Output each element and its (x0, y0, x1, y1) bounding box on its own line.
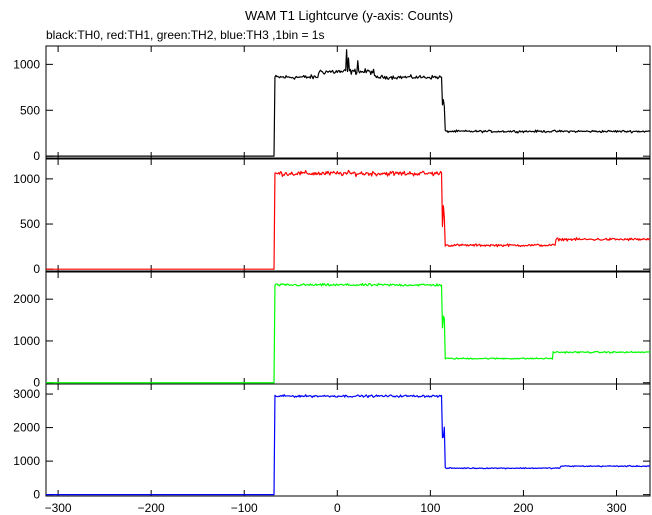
x-tick-label: −300 (45, 501, 72, 515)
y-tick-label: 0 (33, 376, 40, 390)
series-line-3 (46, 394, 651, 496)
chart-title: WAM T1 Lightcurve (y-axis: Counts) (245, 8, 453, 23)
x-tick-label: −100 (231, 501, 258, 515)
y-tick-label: 1000 (13, 334, 40, 348)
series-line-2 (46, 282, 651, 384)
panel-frame (45, 158, 651, 272)
y-tick-label: 0 (33, 488, 40, 502)
y-tick-label: 0 (33, 149, 40, 163)
y-tick-label: 3000 (13, 387, 40, 401)
x-tick-label: 200 (513, 501, 533, 515)
panel-frame (45, 383, 651, 497)
panel-1: 0 500 1000 (13, 158, 651, 276)
x-tick-label: 0 (334, 501, 341, 515)
panel-frame (45, 45, 651, 159)
panel-frame (45, 271, 651, 385)
y-tick-label: 2000 (13, 421, 40, 435)
panels-group: 0 500 1000 0 500 1000 0 1000 2000 0 1000 2000 3000 (13, 45, 651, 502)
y-tick-label: 500 (20, 217, 40, 231)
y-tick-label: 500 (20, 103, 40, 117)
panel-0: 0 500 1000 (13, 45, 651, 163)
x-tick-label: 300 (606, 501, 626, 515)
x-tick-label: −200 (138, 501, 165, 515)
y-tick-label: 2000 (13, 292, 40, 306)
y-tick-label: 1000 (13, 454, 40, 468)
panel-2: 0 1000 2000 (13, 271, 651, 390)
chart-subtitle: black:TH0, red:TH1, green:TH2, blue:TH3 … (46, 28, 324, 42)
x-tick-label: 100 (420, 501, 440, 515)
y-tick-label: 1000 (13, 57, 40, 71)
series-line-1 (46, 169, 651, 270)
x-axis-labels: −300 −200 −100 0 100 200 300 (45, 501, 627, 515)
y-tick-label: 0 (33, 262, 40, 276)
y-tick-label: 1000 (13, 172, 40, 186)
series-line-0 (46, 49, 651, 157)
panel-3: 0 1000 2000 3000 (13, 383, 651, 502)
